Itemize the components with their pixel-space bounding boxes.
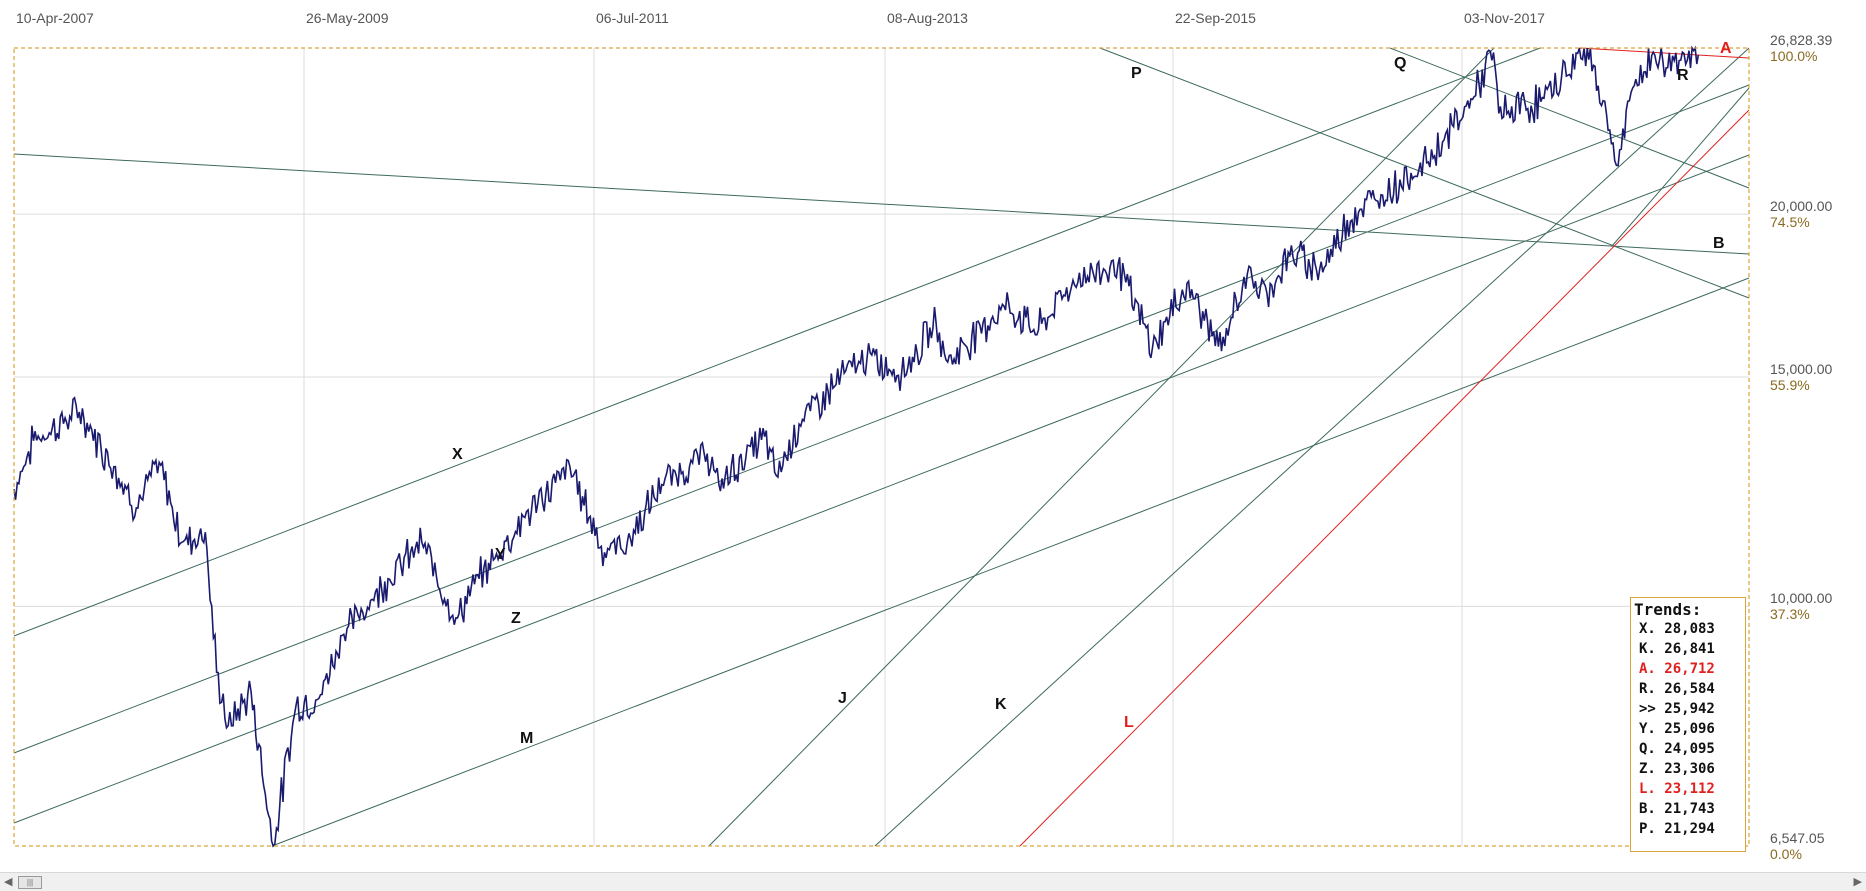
trend-line-X bbox=[13, 47, 1541, 637]
trend-label-X: X bbox=[452, 446, 463, 463]
grid bbox=[14, 48, 1749, 846]
left-arrow-icon[interactable]: ◀ bbox=[4, 876, 13, 888]
trend-label-R: R bbox=[1677, 67, 1689, 84]
x-tick-label: 26-May-2009 bbox=[306, 10, 389, 26]
trends-row: X. 28,083 bbox=[1639, 621, 1715, 637]
trends-row: Y. 25,096 bbox=[1639, 721, 1715, 737]
trends-row: K. 26,841 bbox=[1639, 641, 1715, 657]
trends-row: >> 25,942 bbox=[1639, 701, 1715, 717]
trends-row: P. 21,294 bbox=[1639, 821, 1715, 837]
trend-label-Z: Z bbox=[511, 610, 521, 627]
y-tick-percent: 55.9% bbox=[1770, 376, 1810, 393]
trends-legend: Trends: X. 28,083 K. 26,841 A. 26,712 R. 26… bbox=[1630, 597, 1746, 852]
y-tick-value: 10,000.00 bbox=[1770, 590, 1833, 607]
trend-label-K: K bbox=[995, 696, 1007, 713]
trend-label-B: B bbox=[1713, 235, 1725, 252]
trends-row: L. 23,112 bbox=[1639, 781, 1715, 797]
trend-line-P bbox=[1099, 47, 1750, 299]
right-arrow-icon[interactable]: ▶ bbox=[1853, 876, 1862, 888]
y-tick-label: 6,547.05 0.0% bbox=[1770, 830, 1825, 862]
price-series bbox=[13, 45, 1700, 848]
grip-icon[interactable]: ||| bbox=[18, 876, 42, 889]
y-tick-percent: 37.3% bbox=[1770, 606, 1810, 623]
x-tick-label: 22-Sep-2015 bbox=[1175, 10, 1256, 26]
trends-row: R. 26,584 bbox=[1639, 681, 1715, 697]
trend-line-J bbox=[708, 47, 1495, 847]
trends-row: Z. 23,306 bbox=[1639, 761, 1715, 777]
horizontal-scrollbar[interactable]: ◀ ||| ▶ bbox=[0, 872, 1866, 891]
trend-line-A bbox=[1579, 47, 1750, 59]
x-tick-label: 06-Jul-2011 bbox=[596, 10, 669, 26]
plot-frame bbox=[13, 47, 1750, 847]
y-tick-percent: 0.0% bbox=[1770, 846, 1802, 862]
trend-line-K bbox=[874, 47, 1750, 847]
trend-line-Z bbox=[13, 154, 1750, 824]
x-tick-label: 03-Nov-2017 bbox=[1464, 10, 1545, 26]
trend-label-P: P bbox=[1131, 65, 1142, 82]
trend-label-Q: Q bbox=[1394, 55, 1407, 72]
trend-label-J: J bbox=[838, 690, 847, 707]
trends-row: B. 21,743 bbox=[1639, 801, 1715, 817]
trend-line-Q bbox=[1389, 47, 1750, 189]
y-tick-value: 26,828.39 bbox=[1770, 32, 1833, 48]
trend-label-A: A bbox=[1720, 40, 1732, 57]
trend-label-Y: Y bbox=[495, 546, 506, 563]
trend-label-L: L bbox=[1124, 714, 1134, 731]
trend-lines bbox=[13, 47, 1750, 847]
y-tick-label: 26,828.39 100.0% bbox=[1770, 32, 1832, 64]
trends-row: Q. 24,095 bbox=[1639, 741, 1715, 757]
y-tick-value: 15,000.00 bbox=[1770, 360, 1833, 377]
trend-line-L bbox=[1019, 109, 1750, 847]
y-tick-percent: 74.5% bbox=[1770, 214, 1810, 231]
trend-line-Y bbox=[13, 84, 1750, 754]
price-line bbox=[13, 45, 1700, 848]
x-tick-label: 10-Apr-2007 bbox=[16, 10, 94, 26]
trend-label-M: M bbox=[520, 730, 534, 747]
y-tick-percent: 100.0% bbox=[1770, 48, 1818, 64]
trend-line-B bbox=[13, 153, 1750, 255]
y-tick-label: 15,000.00 55.9% bbox=[1770, 361, 1832, 393]
y-tick-label: 20,000.00 74.5% bbox=[1770, 198, 1832, 230]
trends-title: Trends: bbox=[1634, 600, 1702, 619]
y-tick-value: 6,547.05 bbox=[1770, 830, 1825, 846]
y-tick-value: 20,000.00 bbox=[1770, 198, 1833, 215]
trend-line-M bbox=[271, 277, 1750, 847]
chart-area bbox=[13, 45, 1750, 848]
trends-row: A. 26,712 bbox=[1639, 661, 1715, 677]
trend-line-R bbox=[1611, 87, 1750, 247]
x-tick-label: 08-Aug-2013 bbox=[887, 10, 968, 26]
y-tick-label: 10,000.00 37.3% bbox=[1770, 590, 1832, 622]
